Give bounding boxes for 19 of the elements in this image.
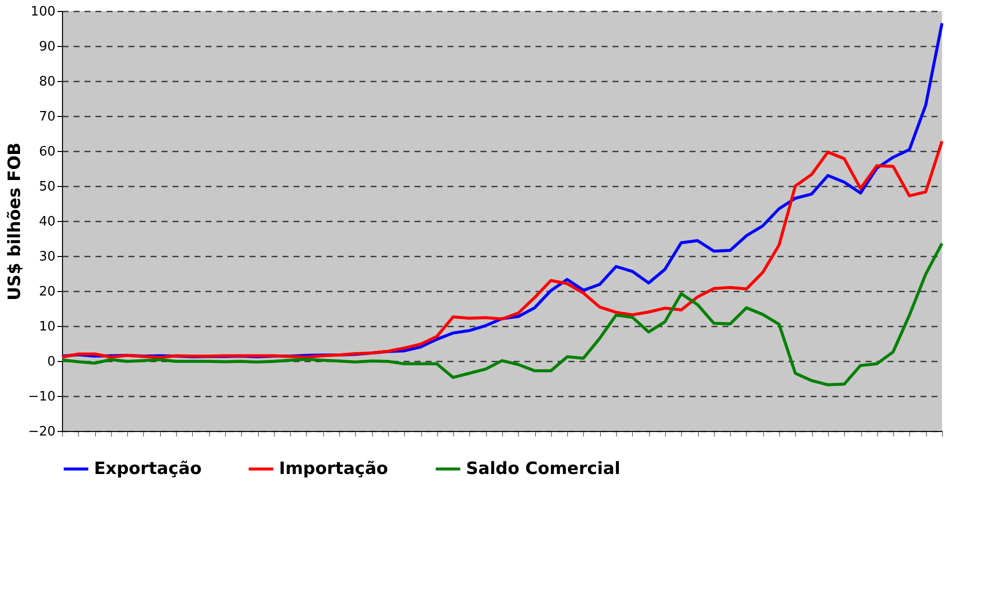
y-tick-label: 30 <box>38 250 56 264</box>
line-series <box>60 242 944 386</box>
y-tick-label: 100 <box>30 4 56 20</box>
y-tick-label: 60 <box>38 144 56 160</box>
y-tick-label: 40 <box>38 214 56 230</box>
y-tick-label: 70 <box>38 110 56 124</box>
legend-label: Importação <box>279 459 388 479</box>
y-tick-label: −20 <box>28 424 56 440</box>
line-series <box>60 140 944 359</box>
legend-label: Exportação <box>94 459 202 479</box>
y-tick-label: −10 <box>28 390 56 404</box>
legend-label: Saldo Comercial <box>466 459 620 479</box>
y-tick-label: 10 <box>38 320 56 334</box>
y-tick-label: 50 <box>38 180 56 194</box>
y-axis-title: US$ bilhões FOB <box>5 142 26 300</box>
y-tick-label: 90 <box>38 40 56 54</box>
y-tick-label: 0 <box>47 354 56 370</box>
y-tick-label: 20 <box>38 284 56 300</box>
y-tick-label: 80 <box>38 74 56 90</box>
